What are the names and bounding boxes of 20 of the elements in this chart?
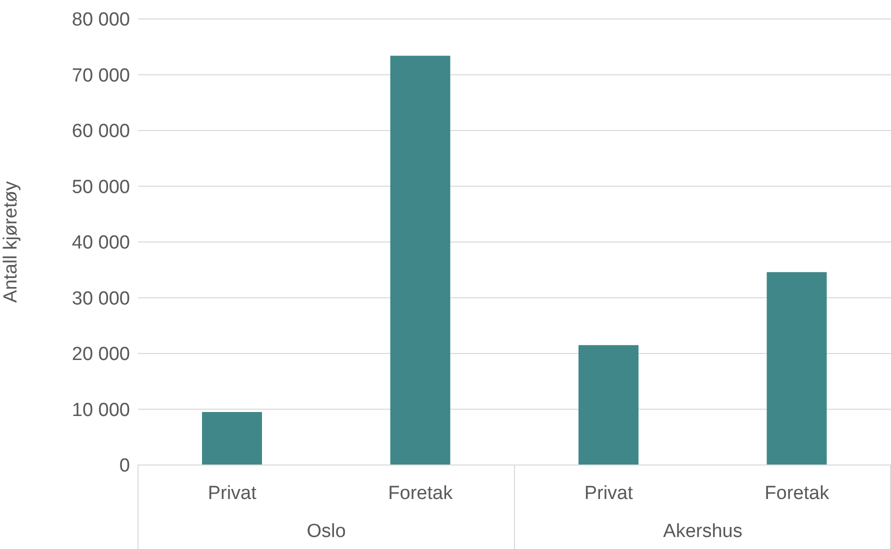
bar <box>578 345 638 465</box>
bar <box>766 272 827 465</box>
x-tick-label: Foretak <box>764 483 830 504</box>
y-tick-label: 50 000 <box>72 176 130 198</box>
text: Oslo <box>306 521 346 542</box>
x-tick-label: Privat <box>208 483 258 504</box>
y-tick-label: 80 000 <box>72 10 130 31</box>
bar <box>202 412 262 465</box>
y-tick-label: 70 000 <box>72 65 130 86</box>
text: Akershus <box>663 521 742 542</box>
y-tick-label: 10 000 <box>72 400 130 421</box>
bar <box>390 56 450 465</box>
y-tick-label: 60 000 <box>72 121 130 142</box>
x-tick-label: Foretak <box>388 483 454 504</box>
x-tick-label: Privat <box>584 483 634 504</box>
y-axis-title: Antall kjøretøy <box>0 180 22 303</box>
y-tick-label: 20 000 <box>72 344 130 366</box>
y-tick-label: 0 <box>119 456 130 477</box>
y-tick-label: 30 000 <box>72 288 130 310</box>
y-tick-label: 40 000 <box>72 232 130 254</box>
